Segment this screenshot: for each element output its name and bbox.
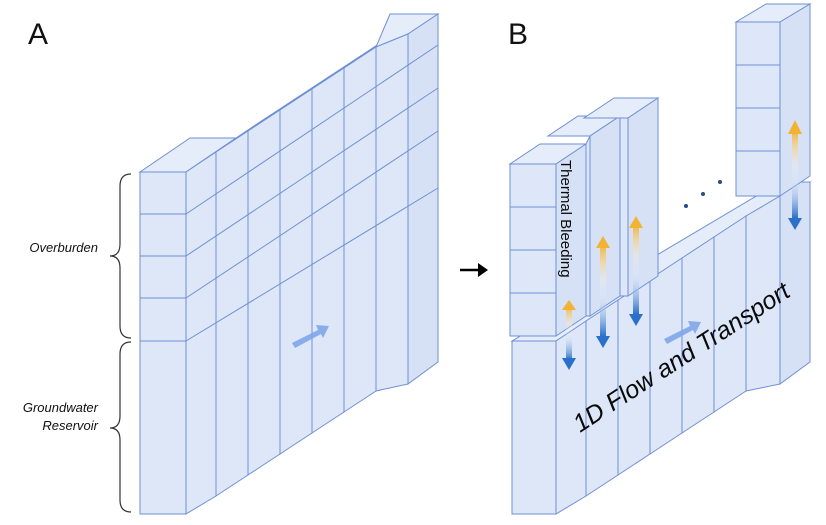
thermal-bleeding-label: Thermal Bleeding (557, 160, 574, 278)
panel-b-overburden-col-1 (508, 143, 588, 337)
overburden-brace (109, 173, 132, 339)
panel-b: B (508, 3, 812, 515)
panel-b-overburden-col-2 (546, 115, 622, 317)
flow-arrow-b (664, 321, 701, 344)
panel-a-letter: A (28, 18, 48, 51)
reservoir-label-line1: Groundwater (23, 400, 99, 415)
heat-arrow-2 (596, 236, 610, 348)
panel-b-letter: B (508, 18, 528, 51)
reservoir-label-line2: Reservoir (42, 418, 98, 433)
panel-b-overburden-col-far (734, 3, 812, 197)
panel-a: A (23, 13, 440, 515)
heat-arrow-4 (788, 120, 802, 230)
transition-arrow (460, 263, 488, 277)
ellipsis-dot (701, 192, 705, 196)
ellipsis-dot (718, 180, 722, 184)
heat-arrow-1 (562, 300, 576, 370)
ellipsis-dot (684, 204, 688, 208)
flow-arrow-a (292, 325, 329, 348)
reservoir-brace (109, 341, 132, 513)
heat-arrow-3 (629, 216, 643, 326)
overburden-label: Overburden (29, 240, 98, 255)
panel-a-grid (138, 13, 440, 515)
